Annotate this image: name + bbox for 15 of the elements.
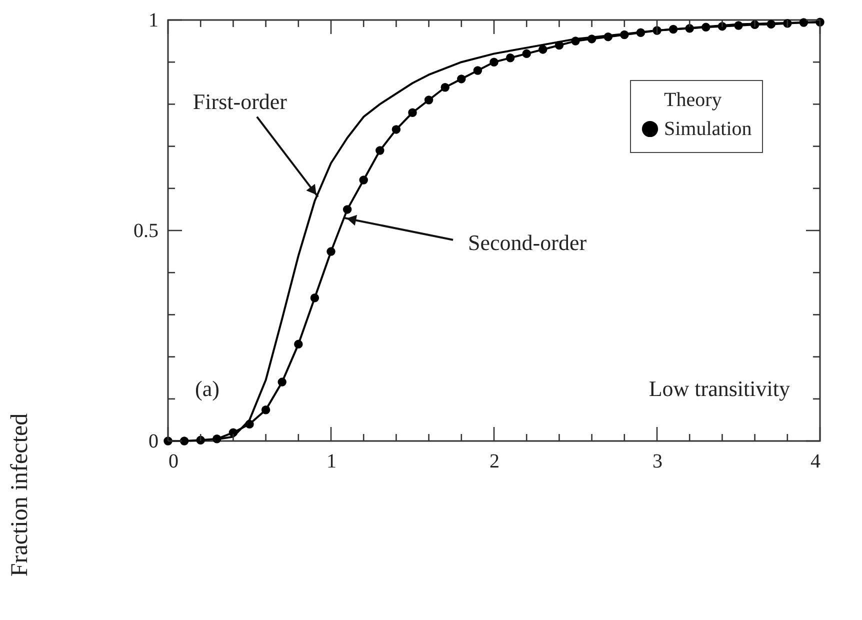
y-tick-label: 0 xyxy=(148,430,158,452)
annotation: First-order xyxy=(192,88,288,114)
legend-label: Simulation xyxy=(664,118,752,140)
annotation: Second-order xyxy=(468,230,588,255)
annotation: (a) xyxy=(195,376,220,401)
x-tick-label: 4 xyxy=(810,450,820,472)
x-tick-label: 2 xyxy=(490,450,500,472)
x-tick-label: 3 xyxy=(652,450,662,472)
y-axis-title: Fraction infected xyxy=(7,413,33,577)
y-tick-label: 0.5 xyxy=(134,220,158,242)
annotation: Low transitivity xyxy=(648,376,790,401)
x-tick-label: 0 xyxy=(168,450,178,472)
x-tick-label: 1 xyxy=(326,450,336,472)
y-tick-label: 1 xyxy=(148,10,158,32)
text: Theory xyxy=(664,89,722,111)
